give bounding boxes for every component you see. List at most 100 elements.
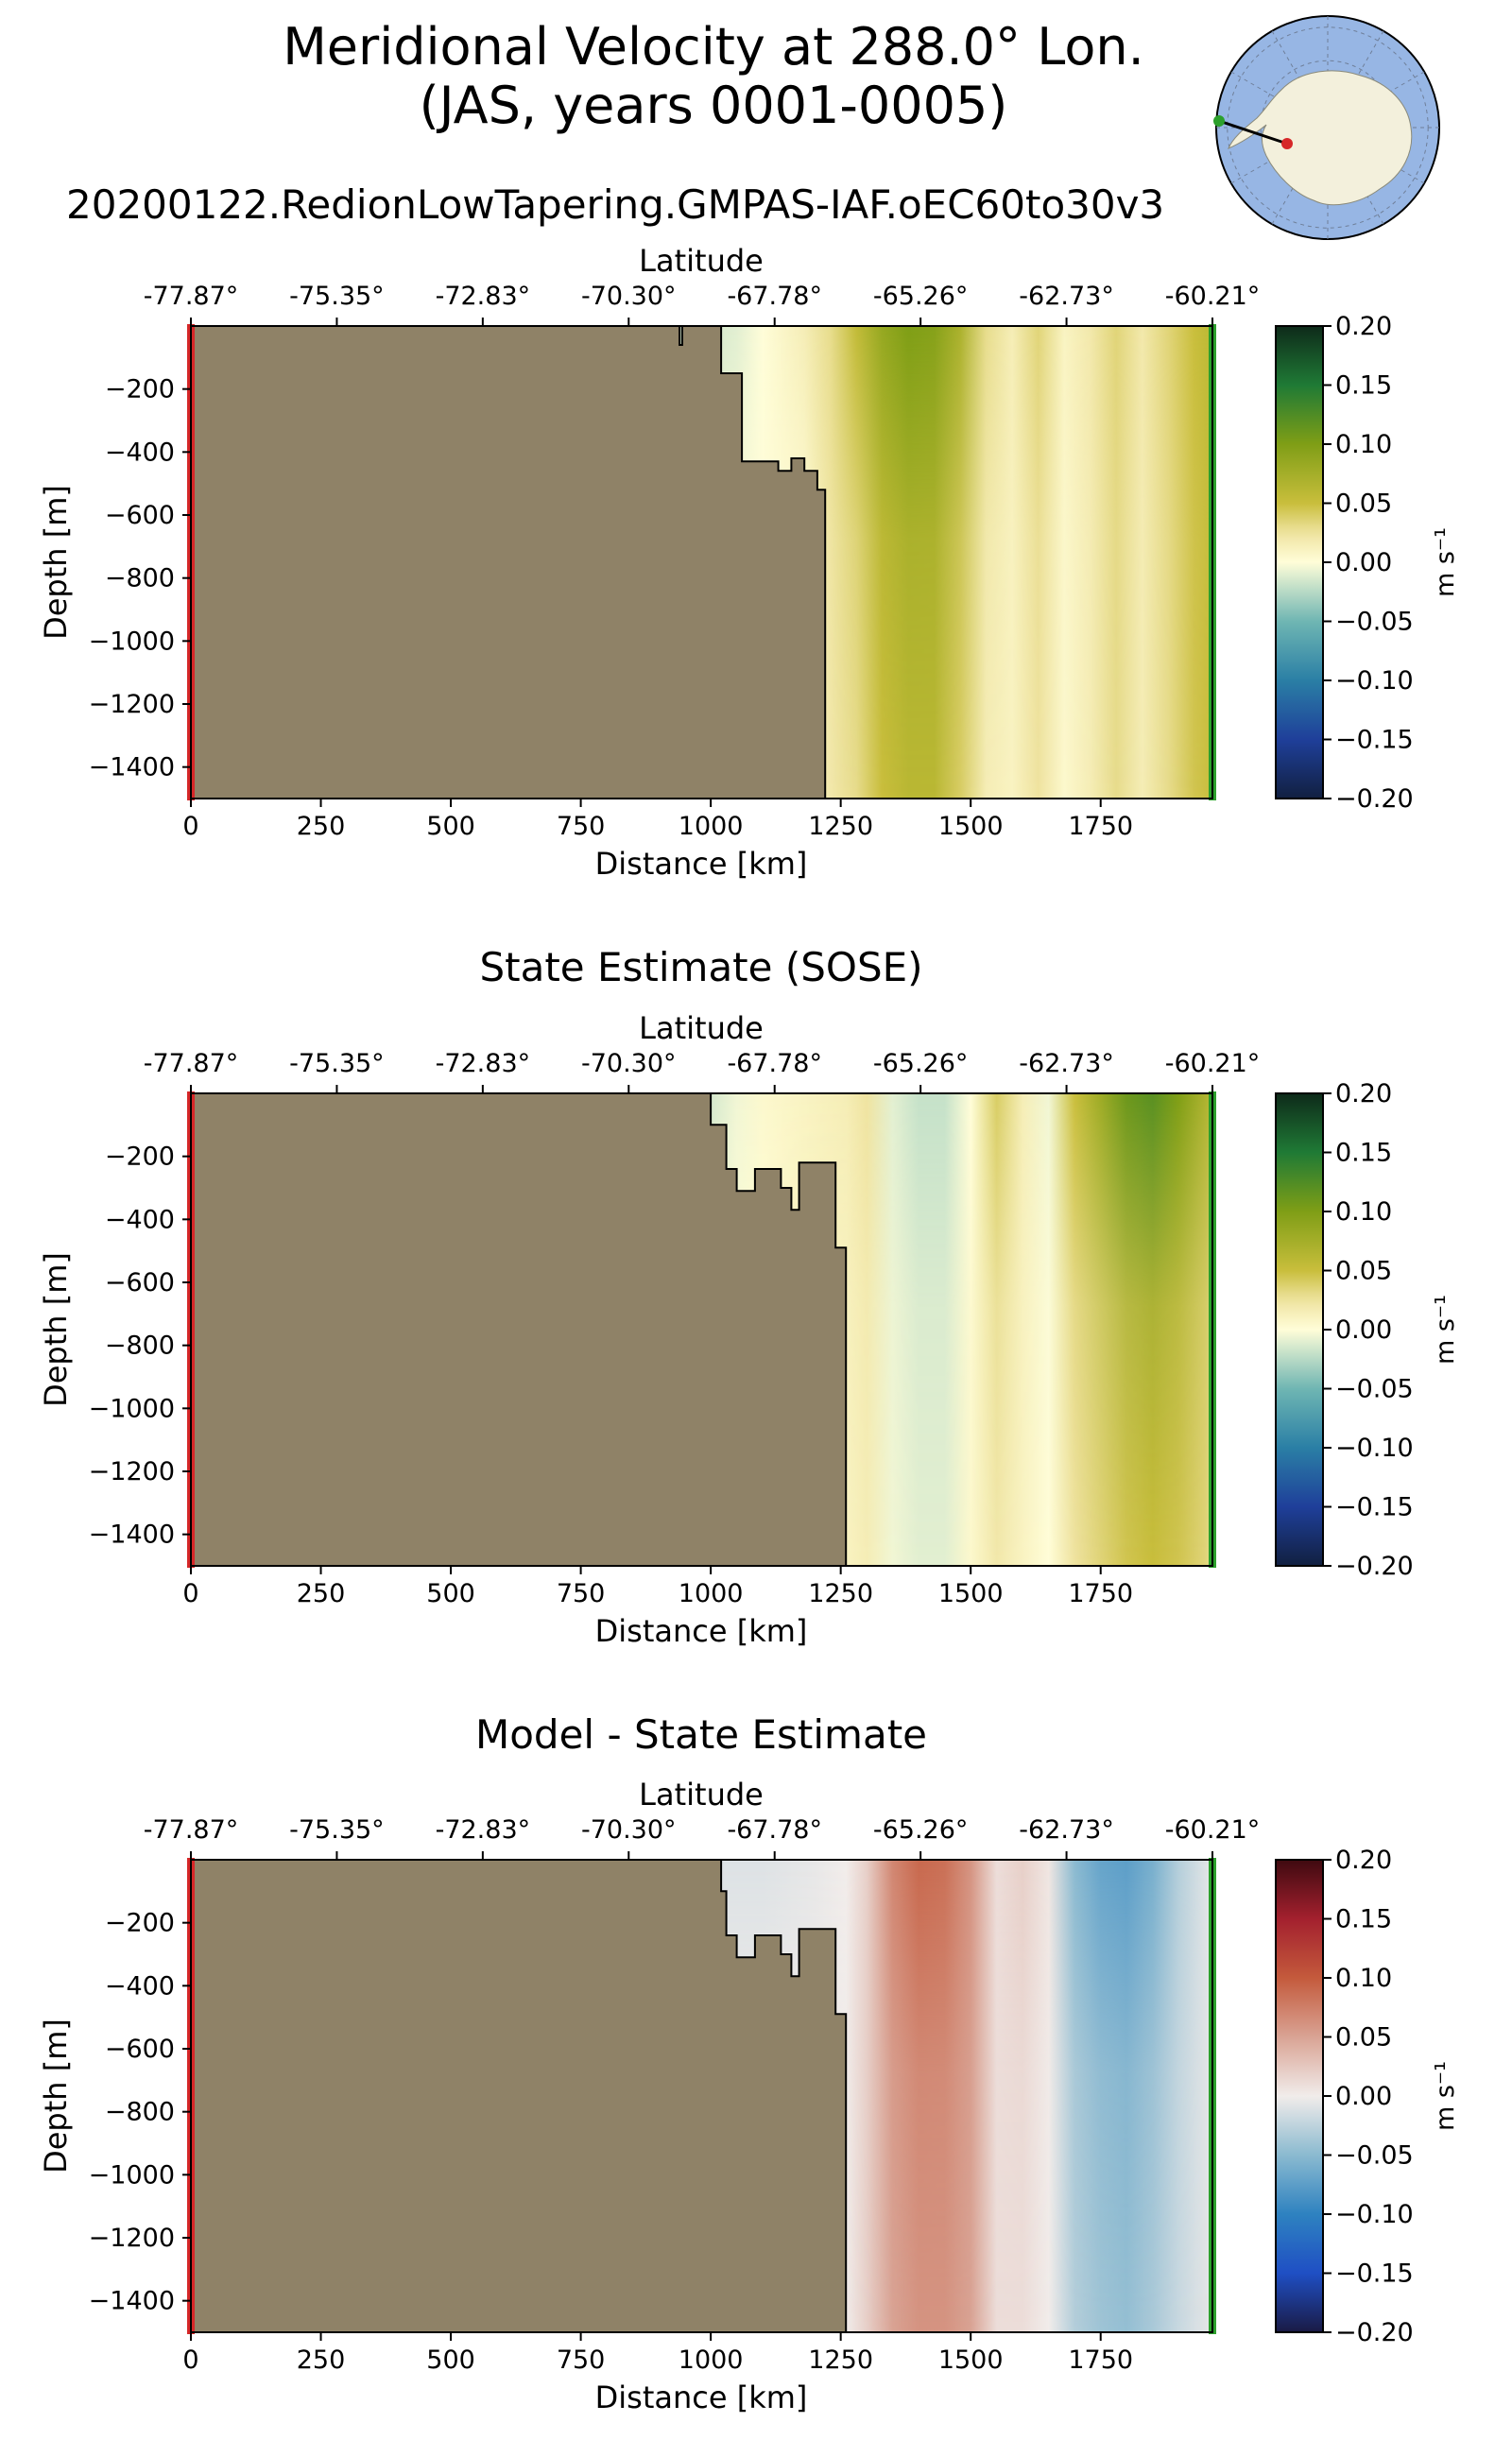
y-tick-label: −800 [105,564,175,593]
bathymetry-land [190,1859,848,2333]
panel-title: Model - State Estimate [475,1711,927,1758]
x-tick-label: 1500 [938,2345,1004,2375]
x-tick-label: 0 [182,812,198,841]
colorbar-tick-label: 0.20 [1335,1846,1392,1875]
y-axis-label: Depth [m] [38,485,74,640]
lat-tick-label: -70.30° [581,282,677,311]
x-tick-label: 1500 [938,1579,1004,1608]
x-tick-label: 1750 [1068,1579,1133,1608]
colorbar-tick-label: 0.20 [1335,312,1392,341]
y-tick-label: −1000 [89,1394,175,1423]
colorbar-tick-label: −0.20 [1335,1552,1414,1581]
colorbar-tick-label: 0.00 [1335,2082,1392,2111]
plot-frame [190,1859,1213,2333]
lat-tick-label: -60.21° [1165,1815,1261,1845]
x-tick-label: 1500 [938,812,1004,841]
x-tick-label: 1750 [1068,812,1133,841]
x-tick-label: 1000 [679,812,744,841]
x-tick-label: 0 [182,1579,198,1608]
panel-title: State Estimate (SOSE) [479,944,922,990]
x-tick-label: 1000 [679,2345,744,2375]
y-tick-label: −1200 [89,2224,175,2253]
x-tick-label: 250 [297,812,346,841]
panel-3: Model - State Estimate 0 250 500 750 1000 1250… [38,1711,1460,2415]
colorbar [1275,1859,1324,2333]
colorbar-tick-label: −0.05 [1335,608,1414,637]
page-title-line2: (JAS, years 0001-0005) [419,76,1008,135]
colorbar-label: m s⁻¹ [1431,2061,1460,2131]
x-tick-label: 1000 [679,1579,744,1608]
y-tick-label: −400 [105,1205,175,1234]
colorbar-tick-label: 0.15 [1335,371,1392,401]
y-tick-label: −400 [105,1971,175,2001]
x-tick-label: 500 [426,812,475,841]
y-tick-label: −1000 [89,627,175,656]
x-tick-label: 0 [182,2345,198,2375]
colorbar-tick-label: 0.15 [1335,1905,1392,1934]
inset-map [1213,15,1440,240]
y-tick-label: −1200 [89,1457,175,1486]
bathymetry-land [190,325,827,799]
colorbar-tick-label: −0.10 [1335,1434,1414,1463]
x-tick-label: 250 [297,1579,346,1608]
colorbar [1275,1092,1324,1567]
colorbar-tick-label: −0.05 [1335,2141,1414,2171]
colorbar-tick-label: −0.15 [1335,2259,1414,2289]
colorbar-tick-label: 0.05 [1335,2023,1392,2053]
lat-tick-label: -62.73° [1019,1049,1114,1078]
colorbar-tick-label: 0.00 [1335,1315,1392,1345]
colorbar-tick-label: 0.10 [1335,1197,1392,1227]
top-axis-label: Latitude [639,243,764,279]
top-axis-label: Latitude [639,1010,764,1046]
y-tick-label: −600 [105,2035,175,2064]
x-tick-label: 750 [557,2345,606,2375]
colorbar-tick-label: 0.10 [1335,430,1392,459]
y-axis-label: Depth [m] [38,2019,74,2174]
bathymetry-land [190,1092,848,1567]
lat-tick-label: -77.87° [144,1815,239,1845]
y-tick-label: −200 [105,375,175,404]
y-tick-label: −1400 [89,2287,175,2316]
x-axis-label: Distance [km] [595,1613,808,1649]
lat-tick-label: -60.21° [1165,282,1261,311]
plot-frame [190,325,1213,799]
colorbar-label: m s⁻¹ [1431,1295,1460,1365]
colorbar-tick-label: −0.05 [1335,1375,1414,1404]
x-tick-label: 1750 [1068,2345,1133,2375]
x-tick-label: 250 [297,2345,346,2375]
y-tick-label: −600 [105,1268,175,1297]
lat-tick-label: -67.78° [727,282,822,311]
x-axis-label: Distance [km] [595,846,808,882]
colorbar-tick-label: 0.20 [1335,1079,1392,1108]
y-tick-label: −1200 [89,690,175,719]
colorbar-tick-label: 0.05 [1335,1257,1392,1286]
lat-tick-label: -65.26° [873,1815,969,1845]
y-tick-label: −1000 [89,2160,175,2190]
colorbar-tick-label: −0.10 [1335,666,1414,696]
lat-tick-label: -77.87° [144,1049,239,1078]
map-start-point [1281,138,1293,149]
x-tick-label: 750 [557,812,606,841]
lat-tick-label: -67.78° [727,1049,822,1078]
lat-tick-label: -65.26° [873,1049,969,1078]
x-tick-label: 750 [557,1579,606,1608]
lat-tick-label: -62.73° [1019,282,1114,311]
x-tick-label: 1250 [808,812,873,841]
colorbar-tick-label: 0.10 [1335,1964,1392,1993]
panel-1: 0 250 500 750 1000 1250 1500 1750 Distance [km] -… [38,243,1460,882]
colorbar-tick-label: −0.15 [1335,726,1414,755]
y-tick-label: −200 [105,1909,175,1938]
colorbar-tick-label: 0.05 [1335,490,1392,519]
plot-frame [190,1092,1213,1567]
lat-tick-label: -67.78° [727,1815,822,1845]
lat-tick-label: -62.73° [1019,1815,1114,1845]
page-subtitle: 20200122.RedionLowTapering.GMPAS-IAF.oEC… [66,181,1165,228]
colorbar [1275,325,1324,799]
x-tick-label: 1250 [808,1579,873,1608]
lat-tick-label: -70.30° [581,1815,677,1845]
y-axis-label: Depth [m] [38,1252,74,1407]
colorbar-tick-label: 0.15 [1335,1139,1392,1168]
y-tick-label: −800 [105,1332,175,1361]
x-axis-label: Distance [km] [595,2380,808,2415]
